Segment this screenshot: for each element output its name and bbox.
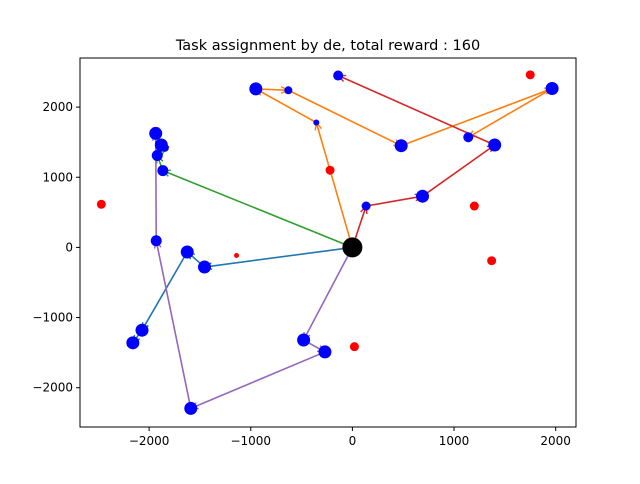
- visited-task-point: [126, 336, 140, 350]
- unvisited-task-point: [487, 256, 497, 266]
- route-5-segment: [154, 132, 158, 242]
- unvisited-task-point: [525, 70, 535, 80]
- visited-task-point: [463, 132, 474, 143]
- route-3-segment: [162, 169, 354, 249]
- x-tick-label: −1000: [230, 434, 271, 448]
- unvisited-task-point: [349, 342, 359, 352]
- route-2-segment: [287, 89, 402, 147]
- x-tick-label: 2000: [540, 434, 571, 448]
- visited-task-point: [488, 138, 502, 152]
- y-tick-label: 2000: [42, 100, 73, 114]
- route-2-segment: [400, 87, 553, 147]
- y-tick-label: 0: [65, 240, 73, 254]
- x-tick-label: 1000: [439, 434, 470, 448]
- unvisited-tasks: [96, 70, 535, 352]
- visited-task-point: [157, 165, 169, 177]
- axes: −2000 −1000 0 1000 2000 −2000 −1000 0 1000 2000: [32, 57, 577, 448]
- plot-area: [96, 70, 559, 415]
- route-2-segment: [255, 88, 318, 124]
- route-1-segment: [141, 251, 189, 331]
- route-4-segment: [421, 144, 496, 197]
- unvisited-task-point: [469, 201, 479, 211]
- y-tick-label: 1000: [42, 170, 73, 184]
- visited-task-point: [160, 143, 169, 152]
- x-tick-label: −2000: [129, 434, 170, 448]
- y-tick-label: −1000: [32, 311, 73, 325]
- visited-task-point: [151, 150, 163, 162]
- visited-task-point: [198, 260, 212, 274]
- unvisited-task-point: [234, 252, 240, 258]
- visited-task-point: [394, 139, 408, 153]
- visited-tasks: [126, 70, 559, 415]
- visited-task-point: [313, 119, 320, 126]
- visited-task-point: [545, 82, 559, 96]
- route-5-segment: [189, 351, 326, 410]
- route-1-segment: [203, 246, 354, 268]
- visited-task-point: [318, 345, 332, 359]
- visited-task-point: [361, 201, 371, 211]
- axes-frame: [79, 57, 577, 428]
- visited-task-point: [150, 235, 162, 247]
- route-2: [254, 86, 554, 249]
- visited-task-point: [297, 333, 311, 347]
- visited-task-point: [184, 401, 198, 415]
- plot-contents: [96, 70, 559, 415]
- visited-task-point: [249, 82, 263, 96]
- route-2-segment: [467, 87, 553, 139]
- route-2-segment: [315, 121, 354, 249]
- y-tick-label: −2000: [32, 381, 73, 395]
- route-4-segment: [365, 195, 424, 207]
- visited-task-point: [284, 86, 293, 95]
- visited-task-point: [416, 189, 430, 203]
- visited-task-point: [135, 323, 149, 337]
- x-tick-label: 0: [349, 434, 357, 448]
- unvisited-task-point: [325, 165, 335, 175]
- unvisited-task-point: [96, 199, 106, 209]
- route-5-segment: [155, 239, 192, 410]
- visited-task-point: [149, 126, 163, 140]
- route-3: [156, 143, 354, 249]
- visited-task-point: [180, 245, 194, 259]
- route-1: [131, 246, 354, 345]
- visited-task-point: [333, 70, 344, 81]
- depot-point: [342, 237, 363, 258]
- route-5: [151, 131, 354, 410]
- chart-title: Task assignment by de, total reward : 16…: [175, 38, 480, 54]
- route-5-segment: [302, 246, 354, 341]
- route-4: [336, 74, 497, 249]
